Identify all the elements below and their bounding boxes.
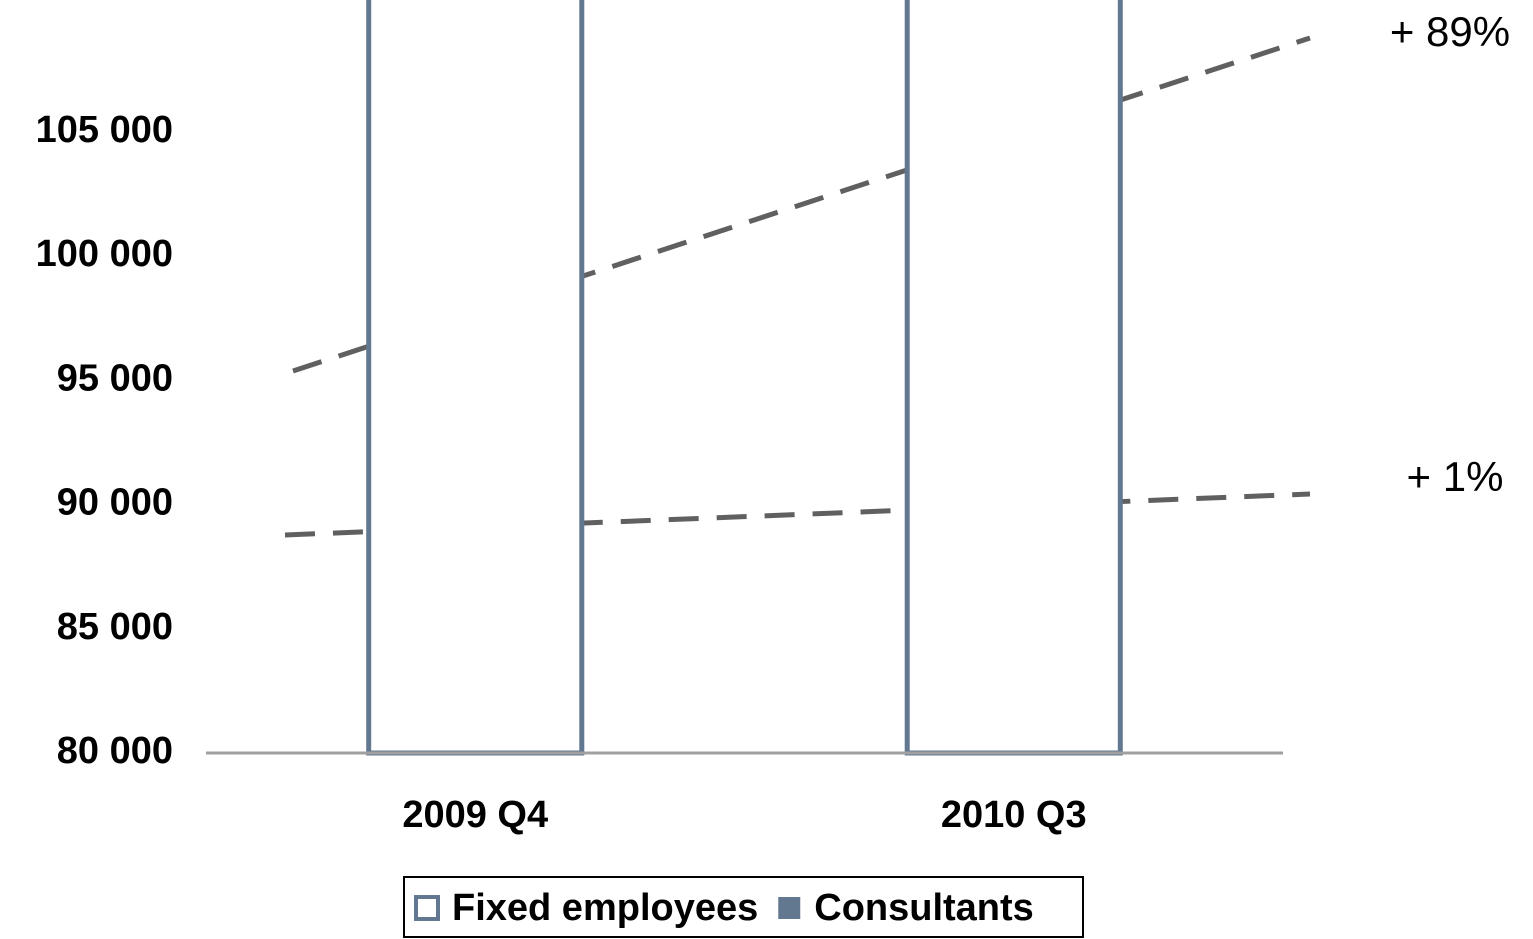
legend-label: Consultants xyxy=(814,887,1034,929)
y-tick-label: 85 000 xyxy=(57,606,173,648)
y-tick-label: 80 000 xyxy=(57,730,173,772)
legend-label: Fixed employees xyxy=(452,887,758,929)
legend-swatch xyxy=(778,897,801,919)
annotation: + 89% xyxy=(1390,8,1510,55)
legend-swatch xyxy=(414,895,440,921)
legend-box xyxy=(403,876,1084,938)
y-tick-label: 90 000 xyxy=(57,482,173,524)
x-tick-label: 2009 Q4 xyxy=(402,794,548,836)
bar-segment xyxy=(366,0,585,756)
trend-line xyxy=(292,35,1311,374)
y-tick-label: 100 000 xyxy=(36,233,173,275)
bar-segment xyxy=(904,0,1123,756)
y-tick-label: 105 000 xyxy=(36,109,173,151)
x-tick-label: 2010 Q3 xyxy=(941,794,1087,836)
annotation: + 1% xyxy=(1407,453,1504,500)
y-tick-label: 95 000 xyxy=(57,357,173,399)
